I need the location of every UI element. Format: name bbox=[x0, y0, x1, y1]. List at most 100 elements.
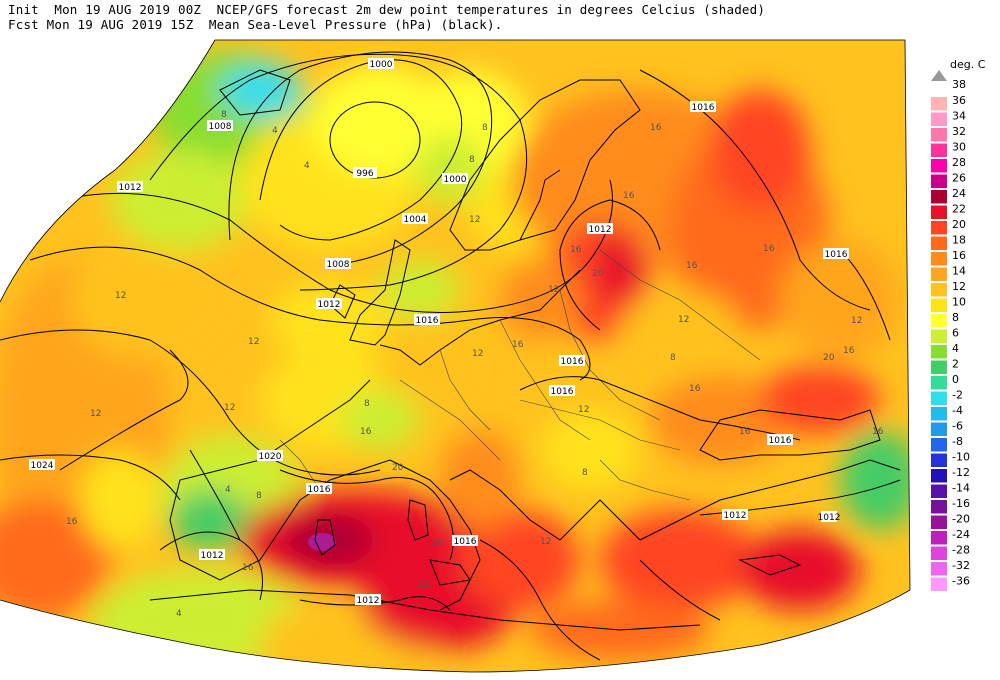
svg-text:1008: 1008 bbox=[327, 260, 350, 270]
legend-swatch bbox=[931, 515, 947, 529]
svg-text:1016: 1016 bbox=[454, 537, 477, 547]
legend-level-label: -12 bbox=[952, 466, 970, 479]
dewpoint-label: 4 bbox=[225, 485, 231, 495]
isobar-label: 1016 bbox=[452, 535, 478, 547]
legend-unit-label: deg. C bbox=[950, 58, 986, 71]
svg-text:1012: 1012 bbox=[201, 551, 224, 561]
legend-swatch bbox=[931, 453, 947, 467]
legend-level-label: 24 bbox=[952, 187, 966, 200]
dewpoint-label: 12 bbox=[469, 215, 480, 225]
legend-level-label: -32 bbox=[952, 559, 970, 572]
legend-swatch bbox=[931, 376, 947, 390]
legend-arrow-icon bbox=[931, 70, 947, 81]
legend-swatch bbox=[931, 221, 947, 235]
legend-swatch bbox=[931, 97, 947, 111]
dewpoint-label: 16 bbox=[570, 245, 582, 255]
legend-swatch bbox=[931, 469, 947, 483]
legend-level-label: 16 bbox=[952, 249, 966, 262]
legend-level-label: -14 bbox=[952, 482, 970, 495]
svg-text:1016: 1016 bbox=[551, 387, 574, 397]
svg-text:1016: 1016 bbox=[692, 103, 715, 113]
isobar-label: 1008 bbox=[207, 120, 233, 132]
dewpoint-label: 16 bbox=[689, 384, 701, 394]
isobar-label: 1012 bbox=[587, 223, 613, 235]
legend-swatch bbox=[931, 500, 947, 514]
svg-text:1012: 1012 bbox=[357, 596, 380, 606]
dewpoint-label: 20 bbox=[592, 269, 604, 279]
legend-level-label: 30 bbox=[952, 141, 966, 154]
legend-level-label: 2 bbox=[952, 358, 959, 371]
legend-level-label: -6 bbox=[952, 420, 963, 433]
legend-swatch bbox=[931, 577, 947, 591]
isobar-label: 1016 bbox=[549, 385, 575, 397]
legend-swatch bbox=[931, 345, 947, 359]
dewpoint-label: 8 bbox=[482, 123, 488, 133]
legend-level-label: 14 bbox=[952, 265, 966, 278]
svg-text:1008: 1008 bbox=[209, 122, 232, 132]
legend-level-label: 12 bbox=[952, 280, 966, 293]
dewpoint-label: 12 bbox=[540, 537, 551, 547]
coastlines bbox=[149, 69, 901, 631]
legend-level-label: 34 bbox=[952, 110, 966, 123]
legend-swatch bbox=[931, 267, 947, 281]
legend-level-label: 36 bbox=[952, 94, 966, 107]
legend-level-label: 18 bbox=[952, 234, 966, 247]
legend-swatch bbox=[931, 143, 947, 157]
isobar-label: 996 bbox=[353, 167, 377, 179]
legend-swatch bbox=[931, 283, 947, 297]
dewpoint-label: 8 bbox=[256, 491, 262, 501]
isobar-label: 1012 bbox=[722, 509, 748, 521]
dewpoint-shading bbox=[0, 40, 910, 672]
isobar-label: 1008 bbox=[325, 258, 351, 270]
legend-level-label: -20 bbox=[952, 513, 970, 526]
dewpoint-label: 16 bbox=[242, 563, 254, 573]
isobar-label: 1016 bbox=[823, 248, 849, 260]
isobar-label: 1016 bbox=[306, 483, 332, 495]
svg-text:1012: 1012 bbox=[589, 225, 612, 235]
legend-swatch bbox=[931, 205, 947, 219]
legend-swatch bbox=[931, 360, 947, 374]
isobar-label: 1016 bbox=[559, 355, 585, 367]
legend-swatch bbox=[931, 438, 947, 452]
forecast-map: 1000 996 1000 1004 1008 1008 1012 1012 1… bbox=[0, 39, 911, 673]
isobar-label: 1024 bbox=[29, 459, 55, 471]
legend-level-label: 26 bbox=[952, 172, 966, 185]
dewpoint-label: 12 bbox=[90, 409, 101, 419]
dewpoint-label: 16 bbox=[739, 427, 751, 437]
legend-level-label: 20 bbox=[952, 218, 966, 231]
dewpoint-label: 16 bbox=[686, 261, 698, 271]
isobar-label: 1016 bbox=[690, 101, 716, 113]
dewpoint-label: 16 bbox=[623, 191, 635, 201]
dewpoint-label: 12 bbox=[578, 405, 589, 415]
svg-text:1016: 1016 bbox=[825, 250, 848, 260]
svg-text:1016: 1016 bbox=[308, 485, 331, 495]
legend-swatch bbox=[931, 190, 947, 204]
dewpoint-label: 12 bbox=[851, 316, 862, 326]
legend-level-label: -36 bbox=[952, 575, 970, 588]
legend-level-label: 28 bbox=[952, 156, 966, 169]
isobar-label: 1016 bbox=[414, 314, 440, 326]
dewpoint-label: 20 bbox=[823, 353, 835, 363]
dewpoint-labels: 8 4 4 8 8 12 16 16 16 20 16 12 16 12 16 … bbox=[66, 110, 884, 619]
dewpoint-label: 20 bbox=[392, 463, 404, 473]
legend-swatch bbox=[931, 236, 947, 250]
svg-text:1000: 1000 bbox=[444, 175, 467, 185]
legend-level-label: 10 bbox=[952, 296, 966, 309]
dewpoint-label: 16 bbox=[66, 517, 78, 527]
isobar-label: 1012 bbox=[117, 181, 143, 193]
legend-level-label: -24 bbox=[952, 528, 970, 541]
legend-level-label: -4 bbox=[952, 404, 963, 417]
svg-text:1012: 1012 bbox=[818, 513, 841, 523]
dewpoint-label: 8 bbox=[670, 353, 676, 363]
dewpoint-label: 8 bbox=[364, 399, 370, 409]
dewpoint-label: 12 bbox=[115, 291, 126, 301]
dewpoint-label: 12 bbox=[418, 580, 429, 590]
dewpoint-label: 12 bbox=[548, 285, 559, 295]
legend-swatch bbox=[931, 391, 947, 405]
legend-swatch bbox=[931, 314, 947, 328]
dewpoint-label: 16 bbox=[843, 346, 855, 356]
dewpoint-label: 20 bbox=[432, 538, 444, 548]
legend-level-label: 22 bbox=[952, 203, 966, 216]
dewpoint-label: 16 bbox=[650, 123, 662, 133]
legend-swatch bbox=[931, 484, 947, 498]
